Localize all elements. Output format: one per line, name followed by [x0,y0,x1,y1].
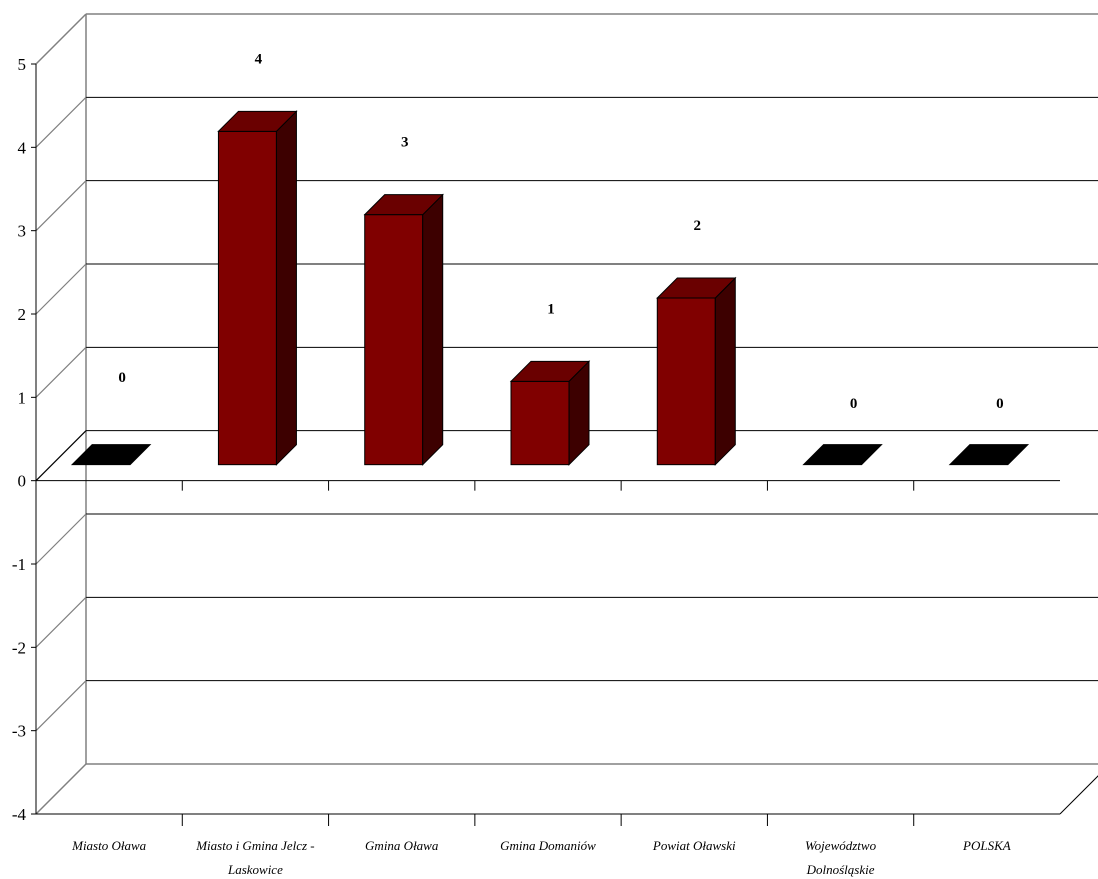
y-tick-label: -2 [12,638,26,657]
bar-side [422,193,444,466]
x-category-label-line: Województwo [805,838,877,853]
side-wall-gridline [35,180,87,232]
x-category-label: Miasto i Gmina Jelcz - Laskowice [195,838,314,877]
side-wall-gridline [35,680,87,732]
bar-flat [70,444,152,466]
data-label: 3 [401,135,409,151]
side-wall-gridline [35,596,87,648]
bar-top [656,277,737,299]
side-wall-gridline [35,96,87,148]
bars [70,110,1030,466]
bar-front [364,214,424,466]
bar [656,276,737,466]
axes [31,63,1060,826]
y-tick-label: -1 [12,555,26,574]
x-category-label-line: POLSKA [962,838,1011,853]
side-wall-gridline [35,513,87,565]
x-category-label-line: Miasto i Gmina Jelcz - [195,838,314,853]
data-labels: 0 4 3 1 2 0 0 [118,51,1003,412]
floor-right-edge [1059,775,1098,815]
bar-top [509,360,591,382]
y-tick-label: 4 [18,138,27,157]
side-wall-gridline [35,346,87,398]
y-tick-label: 2 [18,305,27,324]
y-tick-label: 0 [18,472,27,491]
x-category-label: POLSKA [962,838,1011,853]
y-tick-label: 3 [18,222,27,241]
bar-side [275,110,297,466]
bar-front [510,380,570,466]
bar-front [217,130,277,466]
bar [802,444,883,466]
bar [70,444,152,466]
side-wall-gridline [35,263,87,315]
bar [363,193,444,466]
zero-plane-diagonal [35,430,87,482]
bar-top [217,110,298,132]
side-wall-top-edge [35,13,87,65]
y-tick-label: -4 [12,805,27,824]
y-tick-label: 1 [18,388,27,407]
bar-front [656,297,716,466]
x-category-label-line: Laskowice [227,862,283,877]
x-category-label: Powiat Oławski [652,838,736,853]
x-category-label-line: Powiat Oławski [652,838,736,853]
bar [948,444,1030,466]
bar [217,110,298,466]
data-label: 1 [547,301,555,317]
x-category-label-line: Miasto Oława [71,838,147,853]
data-label: 4 [255,51,263,67]
data-label: 0 [850,396,858,412]
x-category-label-line: Gmina Oława [365,838,439,853]
chart-walls [35,13,1098,815]
bar-side [714,276,736,466]
x-category-label: Gmina Oława [365,838,439,853]
bar-top [363,194,444,216]
x-category-label-line: Dolnośląskie [806,862,875,877]
y-tick-label: -3 [12,722,26,741]
y-axis-tick-labels: -4 -3 -2 -1 0 1 2 3 4 5 [12,55,27,824]
floor-left-edge [35,763,87,815]
x-category-label-line: Gmina Domaniów [500,838,596,853]
data-label: 2 [694,218,702,234]
bar-flat [948,444,1030,466]
y-tick-label: 5 [18,55,27,74]
bar [509,360,591,466]
x-category-label: Województwo Dolnośląskie [805,838,877,877]
x-category-label: Miasto Oława [71,838,147,853]
data-label: 0 [996,396,1004,412]
bar-flat [802,444,883,466]
data-label: 0 [118,370,126,386]
x-category-label: Gmina Domaniów [500,838,596,853]
x-axis-category-labels: Miasto Oława Miasto i Gmina Jelcz - Laskow… [71,838,1011,877]
